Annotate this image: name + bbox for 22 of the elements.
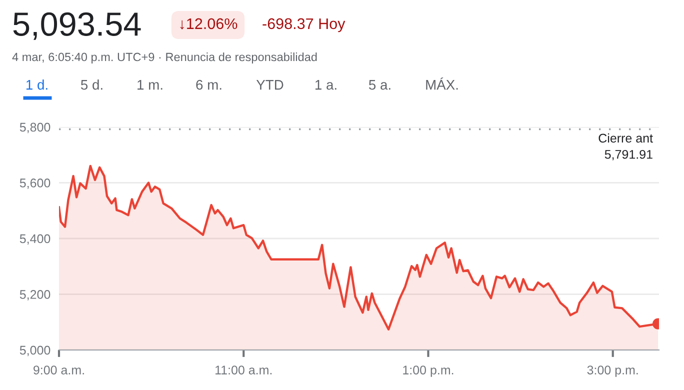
ref-line-label: Cierre ant 5,791.91: [598, 133, 653, 160]
text: 5 d.: [80, 80, 102, 90]
y-tick-label: 5,400: [20, 234, 50, 245]
text: ↓12.06%: [180, 18, 238, 30]
text: 1 m.: [138, 80, 162, 90]
y-tick-label: 5,000: [20, 346, 50, 356]
y-tick-label: 5,200: [20, 290, 50, 300]
chart-title: 5,093.54: [13, 12, 141, 40]
x-tick-label: 1:00 p.m.: [403, 366, 454, 377]
x-tick-label: 11:00 a.m.: [216, 366, 272, 374]
chart-subtitle: 4 mar, 6:05:40 p.m. UTC+9 · Renuncia de responsabilidad: [12, 52, 317, 64]
text: 1 a.: [315, 80, 336, 90]
text: -698.37 Hoy: [262, 18, 346, 32]
text: YTD: [256, 80, 284, 90]
text: 5 a.: [368, 80, 390, 90]
x-tick-label: 3:00 p.m.: [587, 366, 638, 377]
y-tick-label: 5,600: [20, 178, 50, 189]
text: 6 m.: [196, 80, 222, 90]
y-tick-label: 5,800: [20, 122, 50, 134]
x-tick-label: 9:00 a.m.: [34, 366, 84, 374]
text: 1 d.: [26, 80, 48, 90]
text: MÁX.: [426, 78, 458, 90]
